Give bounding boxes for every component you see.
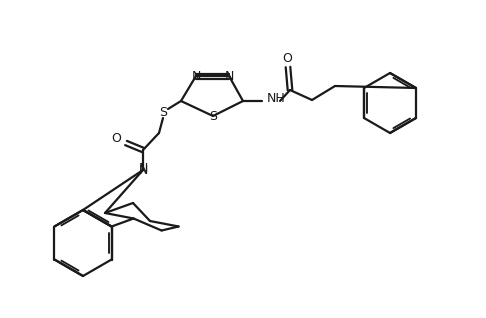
Text: N: N [139, 163, 148, 176]
Text: O: O [111, 133, 121, 146]
Text: O: O [282, 52, 292, 65]
Text: N: N [225, 70, 234, 82]
Text: S: S [209, 109, 217, 122]
Text: N: N [139, 162, 148, 176]
Text: NH: NH [267, 93, 286, 106]
Text: N: N [191, 70, 201, 82]
Text: S: S [159, 106, 167, 119]
